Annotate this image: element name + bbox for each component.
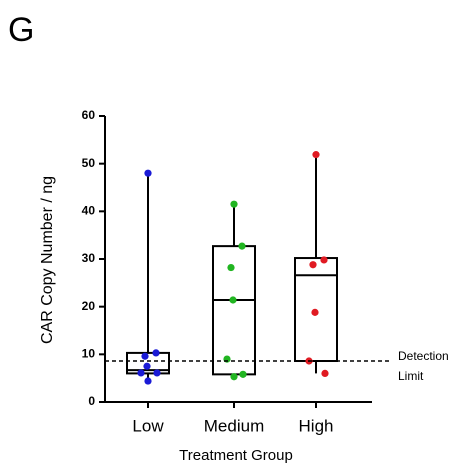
data-point: [137, 369, 145, 377]
data-point: [309, 261, 317, 269]
x-axis-title: Treatment Group: [179, 447, 293, 464]
data-point: [144, 377, 152, 385]
box: [126, 351, 170, 375]
data-point: [144, 169, 152, 177]
y-tick-label: 60: [82, 108, 96, 122]
data-point: [312, 151, 320, 159]
data-point: [230, 200, 238, 208]
panel-label: G: [8, 11, 34, 49]
y-tick-label: 30: [82, 251, 96, 265]
data-point: [238, 242, 246, 250]
data-point: [230, 373, 238, 381]
x-tick-label: Low: [132, 416, 164, 435]
data-point: [152, 349, 160, 357]
y-tick-label: 40: [82, 204, 96, 218]
data-point: [320, 256, 328, 264]
data-point: [321, 369, 329, 377]
annotation: Limit: [398, 369, 424, 383]
data-point: [227, 263, 235, 272]
data-point: [229, 296, 237, 304]
y-tick-label: 20: [82, 299, 96, 313]
x-tick-label: High: [299, 416, 334, 435]
data-point: [153, 369, 161, 377]
x-tick-label: Medium: [204, 416, 264, 435]
annotation: Detection: [398, 349, 449, 363]
data-point: [143, 362, 151, 370]
box: [212, 245, 256, 376]
y-tick-label: 0: [88, 394, 95, 408]
data-point: [239, 370, 247, 378]
y-tick-label: 10: [82, 347, 96, 361]
y-tick-label: 50: [82, 156, 96, 170]
data-point: [311, 308, 319, 316]
data-point: [141, 352, 149, 360]
y-axis-title: CAR Copy Number / ng: [39, 176, 56, 344]
